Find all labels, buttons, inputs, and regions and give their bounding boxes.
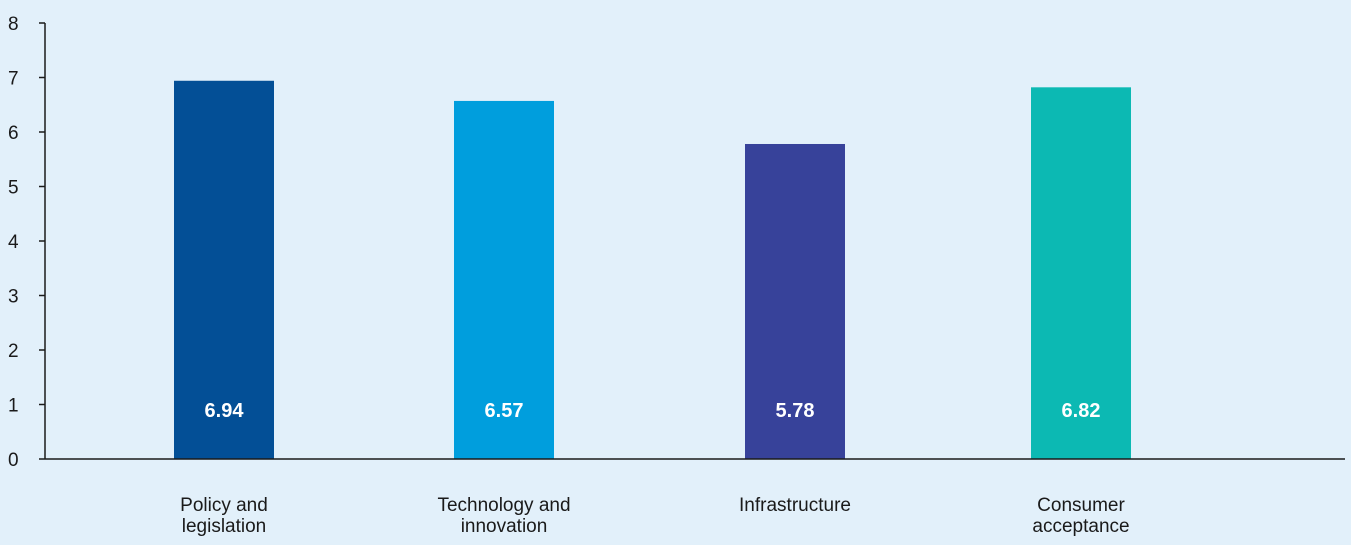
bar	[174, 80, 274, 460]
data-label: 5.78	[776, 400, 815, 422]
y-tick-label: 0	[8, 450, 19, 471]
data-label: 6.94	[205, 400, 245, 422]
y-tick-label: 8	[8, 14, 19, 35]
x-tick-label: Policy and	[180, 495, 268, 516]
x-tick-label: innovation	[461, 516, 548, 537]
x-tick-label: legislation	[182, 516, 267, 537]
y-tick-label: 1	[8, 396, 19, 417]
bar	[1031, 87, 1131, 459]
y-tick-label: 2	[8, 341, 19, 362]
y-tick-label: 6	[8, 123, 19, 144]
x-tick-label: Consumer	[1037, 495, 1125, 516]
data-label: 6.57	[485, 400, 524, 422]
x-tick-label: Infrastructure	[739, 495, 851, 516]
y-tick-label: 3	[8, 287, 19, 308]
y-tick-label: 5	[8, 178, 19, 199]
x-tick-label: Technology and	[437, 495, 570, 516]
y-tick-label: 7	[8, 69, 19, 90]
data-labels: 6.94 6.57 5.78 6.82	[205, 400, 1101, 422]
bar	[745, 143, 845, 460]
data-label: 6.82	[1062, 400, 1101, 422]
bar	[454, 100, 554, 459]
x-tick-label: acceptance	[1032, 516, 1129, 537]
bars	[174, 80, 1131, 460]
y-tick-label: 4	[8, 232, 19, 253]
y-axis: 0 1 2 3 4 5 6 7 8	[8, 14, 46, 471]
